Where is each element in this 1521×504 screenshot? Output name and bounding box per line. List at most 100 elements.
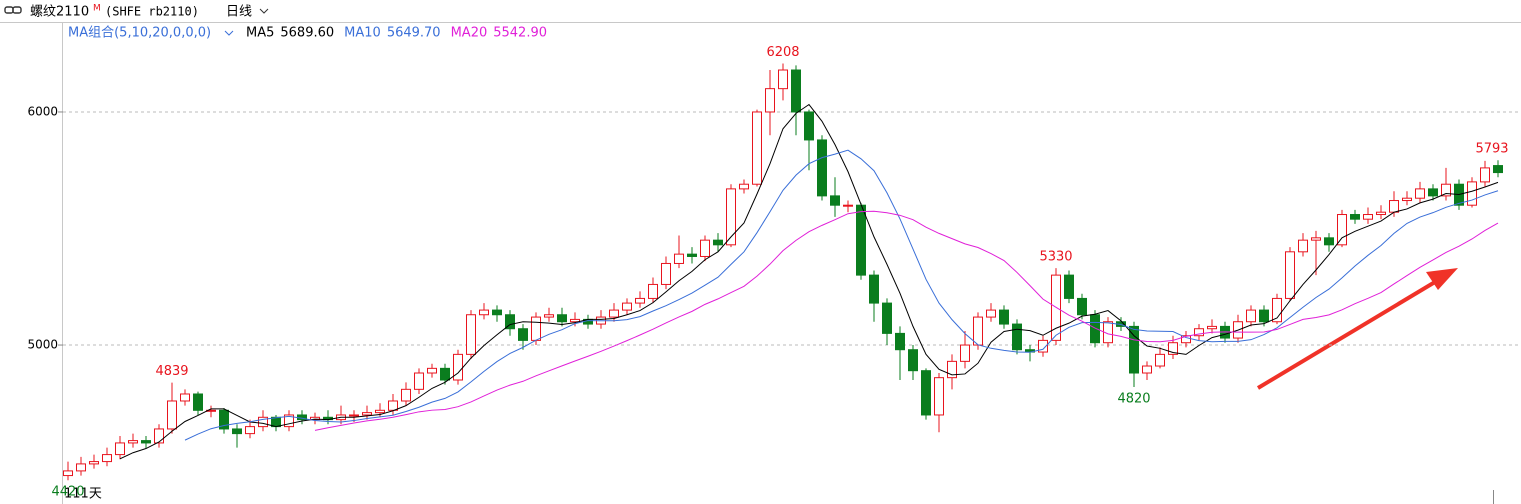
candle-body (193, 393, 203, 411)
candle-body (1363, 214, 1373, 220)
candle-body (102, 454, 112, 463)
exchange: (SHFE rb2110) (105, 5, 199, 19)
symbol-mark: M (93, 4, 101, 14)
candle-body (1493, 165, 1503, 174)
candle-body (518, 328, 528, 341)
candle-body (141, 440, 151, 444)
candle-body (1441, 183, 1451, 197)
high-label: 4839 (155, 364, 188, 379)
candle-body (739, 183, 749, 190)
candle-body (1077, 297, 1087, 316)
bar-count: 111天 (64, 487, 102, 502)
candle-body (128, 440, 138, 444)
candle-body (856, 204, 866, 276)
candle-body (765, 88, 775, 113)
candle-body (713, 239, 723, 246)
candle-body (1038, 339, 1048, 353)
candle-body (414, 372, 424, 390)
candle-body (934, 377, 944, 416)
candle-body (1350, 214, 1360, 220)
candle-body (1207, 325, 1217, 330)
candle-body (401, 388, 411, 402)
candle-body (531, 316, 541, 341)
ma-legend: MA5 5689.60 MA10 5649.70 MA20 5542.90 (246, 26, 547, 41)
ma-line (184, 149, 1499, 441)
candle-body (180, 393, 190, 402)
candle-body (1246, 309, 1256, 323)
candle-body (76, 463, 86, 472)
high-label: 5793 (1475, 142, 1508, 157)
ma-dropdown[interactable] (224, 30, 234, 36)
candle-body (1090, 314, 1100, 344)
link-icon[interactable] (4, 6, 22, 14)
candle-body (89, 461, 99, 465)
candle-body (687, 253, 697, 257)
candle-body (440, 367, 450, 381)
ma-name: MA20 (451, 26, 488, 41)
ma-group[interactable]: MA组合(5,10,20,0,0,0) (68, 26, 211, 41)
arrow-head (1426, 268, 1458, 290)
symbol: 螺纹2110 (30, 5, 89, 20)
candle-body (609, 309, 619, 318)
candle-body (895, 332, 905, 351)
candle-body (960, 344, 970, 362)
candle-body (1142, 365, 1152, 374)
candle-body (817, 139, 827, 197)
candle-body (1012, 323, 1022, 351)
ma-value: 5542.90 (493, 26, 547, 41)
candle-body (1415, 188, 1425, 199)
candle-body (1064, 274, 1074, 299)
candle-body (843, 204, 853, 207)
candle-body (544, 314, 554, 318)
high-label: 6208 (766, 45, 799, 60)
candle-body (388, 400, 398, 411)
candle-body (1155, 353, 1165, 367)
candle-body (63, 470, 73, 477)
candle-body (362, 412, 372, 416)
candle-body (622, 302, 632, 311)
candle-body (479, 309, 489, 316)
period[interactable]: 日线 (226, 5, 252, 20)
ma-line (119, 103, 1499, 460)
candle-body (349, 414, 359, 417)
period-dropdown[interactable] (259, 8, 269, 14)
candle-body (245, 426, 255, 435)
candle-body (570, 318, 580, 323)
candle-body (973, 316, 983, 346)
candle-body (869, 274, 879, 304)
candle-body (1168, 342, 1178, 355)
y-tick-label: 5000 (27, 338, 58, 352)
candle-body (453, 353, 463, 381)
candle-body (1467, 181, 1477, 206)
ma-line (314, 210, 1499, 431)
candle-body (1181, 335, 1191, 344)
candle-body (830, 195, 840, 206)
candle-body (271, 416, 281, 428)
candle-body (1480, 167, 1490, 183)
candle-body (648, 283, 658, 299)
candle-body (505, 314, 515, 330)
candle-body (232, 428, 242, 435)
candle-body (1311, 237, 1321, 241)
candle-body (674, 253, 684, 264)
y-tick-label: 6000 (27, 104, 58, 118)
candle-body (1129, 325, 1139, 374)
ma-value: 5649.70 (387, 26, 441, 41)
candle-body (1324, 237, 1334, 246)
candle-body (908, 349, 918, 372)
candle-body (947, 360, 957, 379)
candle-body (375, 409, 385, 414)
candle-body (1376, 211, 1386, 216)
candle-body (1337, 214, 1347, 246)
high-label: 5330 (1039, 250, 1072, 265)
low-label: 4820 (1117, 391, 1150, 406)
candle-body (804, 111, 814, 141)
candle-body (882, 302, 892, 334)
low-label: 4420 (51, 485, 84, 500)
candle-body (258, 416, 268, 428)
candle-body (427, 367, 437, 374)
candle-body (1402, 197, 1412, 202)
ma-value: 5689.60 (280, 26, 334, 41)
